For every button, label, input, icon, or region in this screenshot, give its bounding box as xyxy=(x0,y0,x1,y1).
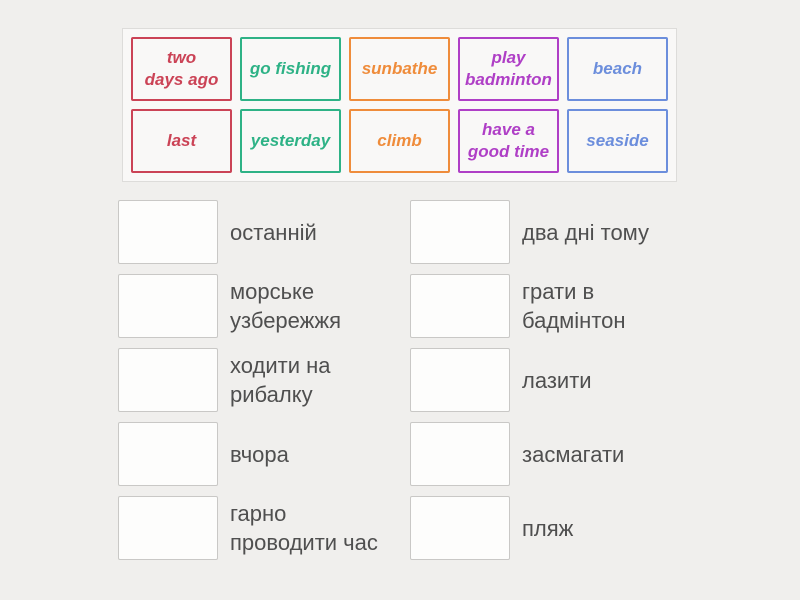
word-card[interactable]: go fishing xyxy=(240,37,341,101)
match-row: ходити на рибалку xyxy=(118,348,403,412)
match-column-right: два дні тому грати в бадмінтон лазити за… xyxy=(410,200,695,570)
match-label: два дні тому xyxy=(522,219,650,245)
match-label: засмагати xyxy=(522,441,625,467)
match-label: морське узбережжя xyxy=(230,279,341,333)
match-label: гарно проводити час xyxy=(230,501,378,555)
match-row: пляж xyxy=(410,496,695,560)
word-card[interactable]: two days ago xyxy=(131,37,232,101)
match-label: останній xyxy=(230,219,317,245)
answer-slot[interactable] xyxy=(118,496,218,560)
match-column-left: останній морське узбережжя ходити на риб… xyxy=(118,200,403,570)
match-row: гарно проводити час xyxy=(118,496,403,560)
answer-slot[interactable] xyxy=(118,422,218,486)
word-card[interactable]: last xyxy=(131,109,232,173)
word-card[interactable]: yesterday xyxy=(240,109,341,173)
match-row: морське узбережжя xyxy=(118,274,403,338)
answer-slot[interactable] xyxy=(410,200,510,264)
word-bank: two days ago go fishing sunbathe play ba… xyxy=(122,28,677,182)
word-card[interactable]: sunbathe xyxy=(349,37,450,101)
word-card[interactable]: play badminton xyxy=(458,37,559,101)
match-label: лазити xyxy=(522,367,592,393)
match-row: засмагати xyxy=(410,422,695,486)
answer-slot[interactable] xyxy=(410,422,510,486)
answer-slot[interactable] xyxy=(410,348,510,412)
match-label: вчора xyxy=(230,441,289,467)
match-label: ходити на рибалку xyxy=(230,353,331,407)
answer-slot[interactable] xyxy=(118,200,218,264)
answer-slot[interactable] xyxy=(118,348,218,412)
answer-slot[interactable] xyxy=(118,274,218,338)
match-row: останній xyxy=(118,200,403,264)
match-row: грати в бадмінтон xyxy=(410,274,695,338)
match-label: грати в бадмінтон xyxy=(522,279,626,333)
word-card[interactable]: beach xyxy=(567,37,668,101)
match-label: пляж xyxy=(522,515,574,541)
match-row: два дні тому xyxy=(410,200,695,264)
answer-slot[interactable] xyxy=(410,496,510,560)
word-card[interactable]: seaside xyxy=(567,109,668,173)
match-row: лазити xyxy=(410,348,695,412)
match-row: вчора xyxy=(118,422,403,486)
word-card[interactable]: climb xyxy=(349,109,450,173)
word-card[interactable]: have a good time xyxy=(458,109,559,173)
answer-slot[interactable] xyxy=(410,274,510,338)
